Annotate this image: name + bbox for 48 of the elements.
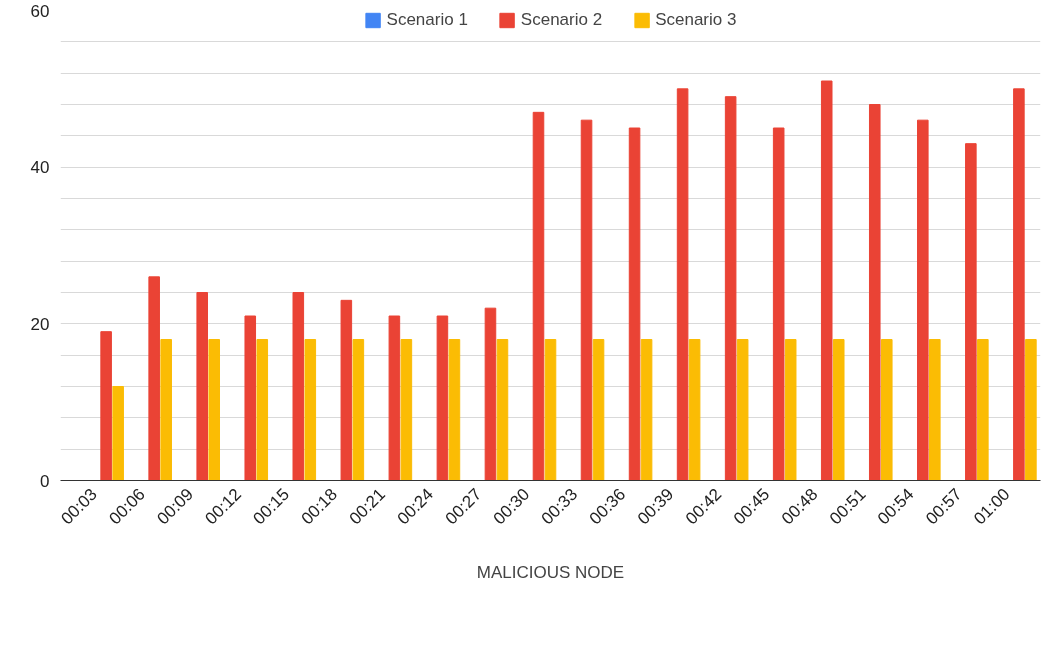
legend-label: Scenario 2 [520, 10, 603, 30]
bar [724, 96, 737, 481]
bar [965, 143, 977, 481]
bar [436, 315, 449, 481]
bar [448, 339, 461, 481]
bar [832, 339, 845, 481]
bar [544, 339, 557, 481]
bar [676, 88, 689, 481]
bar [256, 339, 269, 481]
bar [400, 339, 413, 481]
bar [340, 299, 353, 481]
bar [208, 339, 221, 481]
bar [388, 315, 401, 481]
bar [977, 339, 989, 481]
bar [820, 80, 833, 481]
y-tick-label: 0 [40, 471, 50, 491]
x-axis-title: MALICIOUS NODE [476, 563, 625, 583]
bar [292, 292, 305, 481]
bar [772, 127, 785, 481]
bar [244, 315, 257, 481]
bar [352, 339, 365, 481]
bar [736, 339, 749, 481]
bar [880, 339, 893, 481]
bar [917, 119, 929, 481]
bar [784, 339, 797, 481]
bar [1013, 88, 1025, 481]
bar [304, 339, 317, 481]
bar [868, 104, 881, 481]
bar [148, 276, 160, 481]
bar [929, 339, 941, 481]
y-tick-label: 60 [30, 1, 50, 21]
bar [100, 331, 112, 481]
y-tick-label: 20 [30, 314, 50, 334]
y-tick-label: 40 [30, 158, 50, 178]
bar [496, 339, 509, 481]
legend-label: Scenario 3 [655, 10, 737, 30]
bar [640, 339, 653, 481]
bar [196, 292, 208, 481]
bar [484, 307, 497, 481]
bar [628, 127, 641, 481]
legend-label: Scenario 1 [386, 10, 468, 30]
bar [160, 339, 172, 481]
bar [580, 119, 593, 481]
bar [1025, 339, 1037, 481]
bar [112, 386, 124, 481]
bar [688, 339, 701, 481]
bar [532, 111, 545, 481]
bar [592, 339, 605, 481]
